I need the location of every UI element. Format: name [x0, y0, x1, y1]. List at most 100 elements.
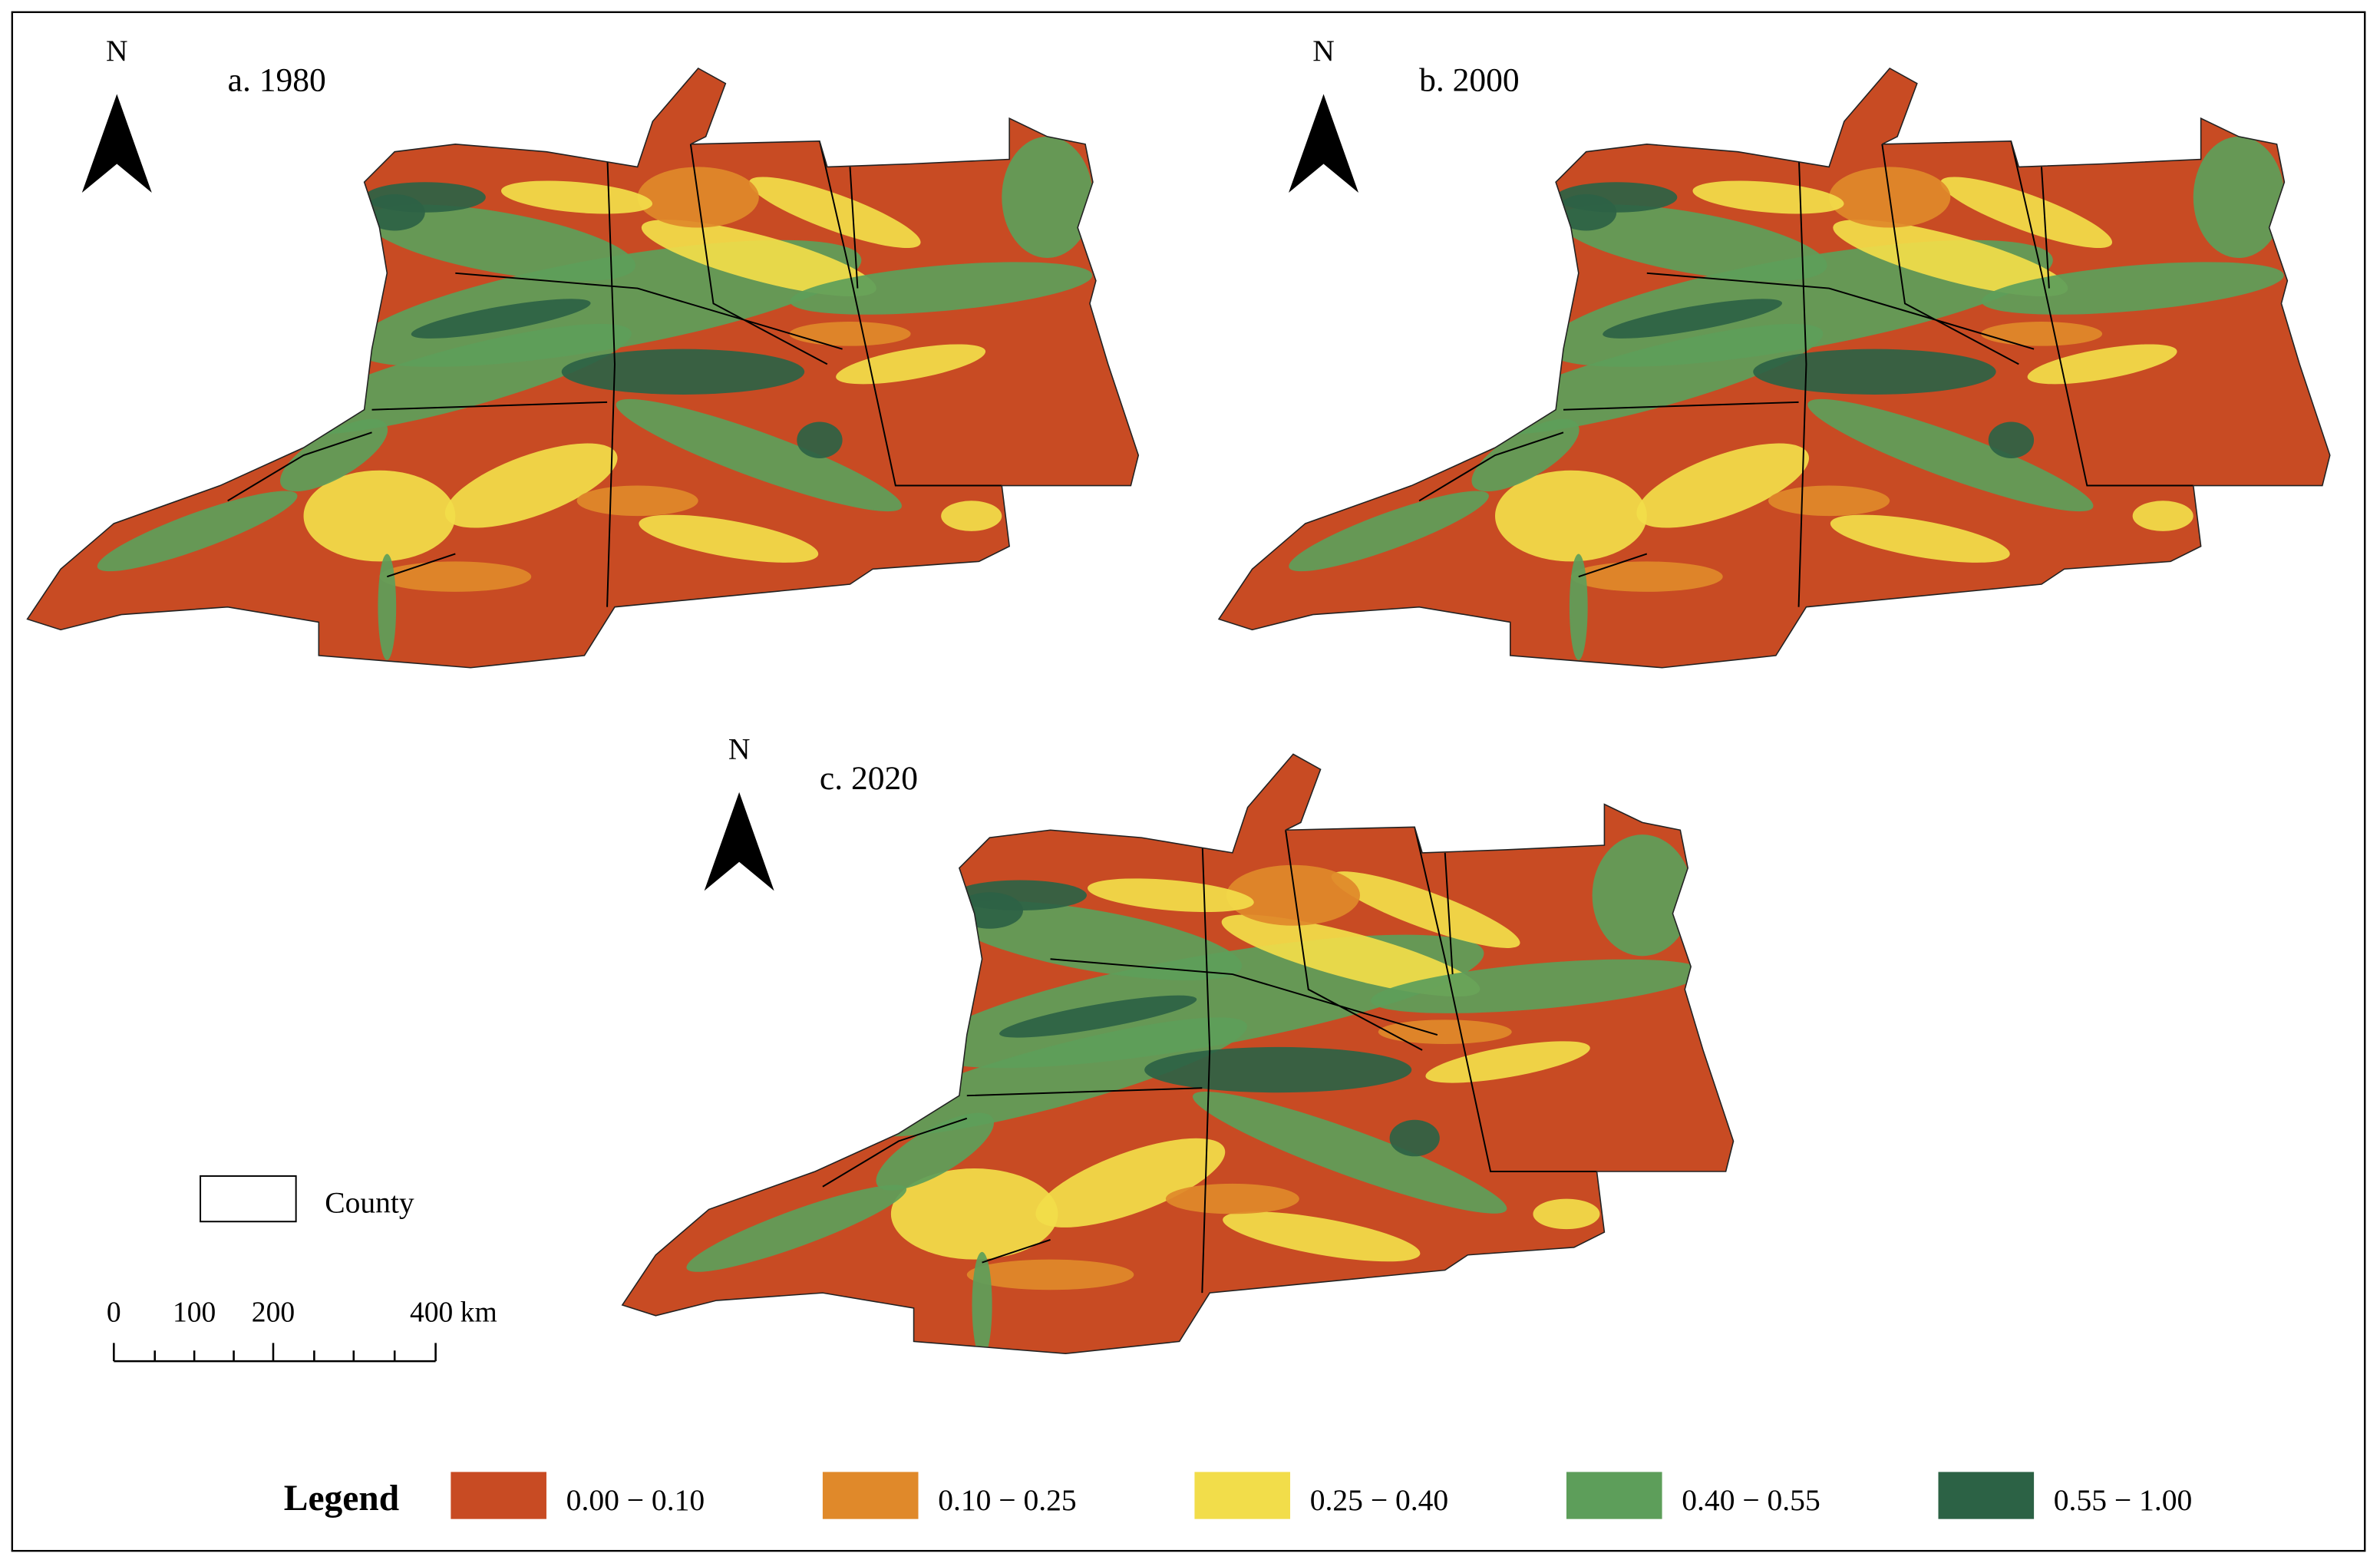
class-patch [890, 1168, 1058, 1260]
class-patch [1988, 421, 2035, 458]
class-patch [1002, 136, 1093, 259]
class-patch [941, 501, 1002, 531]
class-patch [1980, 322, 2103, 346]
class-patch [1753, 349, 1996, 395]
scale-label: 100 [173, 1297, 216, 1329]
county-legend: County [200, 1175, 414, 1223]
north-label: N [728, 732, 751, 765]
region-border [621, 753, 1735, 1355]
legend-label: 0.40 − 0.55 [1682, 1483, 1820, 1517]
class-patch [1556, 194, 1617, 231]
class-patch [1940, 177, 2113, 249]
land-classes [97, 136, 1093, 660]
legend-swatch [1938, 1472, 2035, 1519]
class-patch [1378, 1019, 1512, 1044]
scale-ticks [113, 1343, 437, 1363]
class-patch [1603, 299, 1783, 339]
legend-swatch [1194, 1472, 1291, 1519]
class-patch [639, 514, 819, 563]
class-patch [1533, 1198, 1600, 1230]
class-patch [860, 1017, 1248, 1137]
class-patch [303, 470, 456, 562]
map-panel [621, 753, 1735, 1355]
class-patch [956, 892, 1023, 929]
maps [26, 67, 2331, 1355]
class-patch [1768, 485, 1890, 517]
class-patch [1570, 561, 1723, 592]
class-patch [411, 299, 591, 339]
class-patch [797, 421, 843, 458]
class-patch [366, 204, 636, 281]
class-patch [641, 220, 876, 296]
class-patch [1692, 180, 1844, 214]
scale-label: 0 [107, 1297, 121, 1329]
land-classes [1289, 136, 2285, 660]
north-label: N [106, 34, 128, 68]
legend-swatch [1566, 1472, 1662, 1519]
class-patch [1389, 1119, 1440, 1157]
county-swatch [200, 1175, 297, 1223]
class-patch [748, 177, 921, 249]
class-patch [1035, 1138, 1226, 1228]
north-label: N [1312, 34, 1335, 68]
class-patch [279, 323, 632, 435]
map-panel [1217, 67, 2331, 669]
class-patch [686, 1185, 907, 1272]
panel-title: c. 2020 [820, 760, 918, 797]
class-patch [876, 1112, 995, 1191]
class-patch [966, 1259, 1134, 1290]
legend: Legend 0.00 − 0.10 0.10 − 0.25 0.25 − 0.40… [284, 1472, 2192, 1519]
map-panel [26, 67, 1140, 669]
legend-title: Legend [284, 1479, 399, 1518]
panel-title: a. 1980 [228, 62, 326, 99]
class-patch [1331, 871, 1520, 948]
class-patch [2132, 501, 2193, 531]
class-patch [999, 995, 1197, 1038]
class-patch [1557, 204, 1827, 281]
class-patch [790, 262, 1093, 315]
north-arrow [1289, 94, 1359, 193]
class-patch [1144, 1046, 1412, 1093]
region-border [1217, 67, 2331, 669]
class-patch [2193, 136, 2285, 259]
class-patch [1471, 323, 1824, 435]
class-patch [1807, 398, 2094, 512]
region-border [26, 67, 1140, 669]
scale-bar: 0 100 200 400 km [107, 1297, 497, 1363]
class-patch [1193, 1091, 1507, 1214]
legend-swatch [822, 1472, 919, 1519]
class-patch [1088, 878, 1254, 913]
class-patch [279, 418, 388, 492]
class-patch [576, 485, 698, 517]
class-patch [1221, 914, 1480, 997]
class-patch [1425, 1041, 1590, 1083]
class-patch [1592, 834, 1693, 957]
class-patch [946, 900, 1243, 980]
class-patch [1569, 553, 1588, 660]
class-patch [378, 553, 397, 660]
class-patch [1226, 864, 1360, 926]
class-patch [364, 194, 425, 231]
class-patch [97, 491, 298, 572]
class-patch [836, 344, 986, 385]
panel-title: b. 2000 [1419, 62, 1519, 99]
legend-label: 0.55 − 1.00 [2054, 1483, 2192, 1517]
class-patch [1223, 1211, 1421, 1262]
north-arrow [81, 94, 152, 193]
county-lines [227, 140, 1002, 607]
class-patch [1830, 514, 2010, 563]
county-lines [822, 827, 1597, 1294]
class-patch [444, 443, 618, 528]
land-classes [686, 827, 1704, 1354]
class-patch [1636, 443, 1809, 528]
legend-label: 0.25 − 0.40 [1310, 1483, 1448, 1517]
scale-label: 400 km [410, 1297, 497, 1329]
class-patch [1165, 1183, 1299, 1214]
class-patch [972, 1251, 992, 1354]
county-lines [1418, 140, 2193, 607]
north-arrow [704, 791, 774, 891]
legend-label: 0.00 − 0.10 [566, 1483, 705, 1517]
county-label: County [325, 1185, 414, 1219]
class-patch [616, 398, 902, 512]
